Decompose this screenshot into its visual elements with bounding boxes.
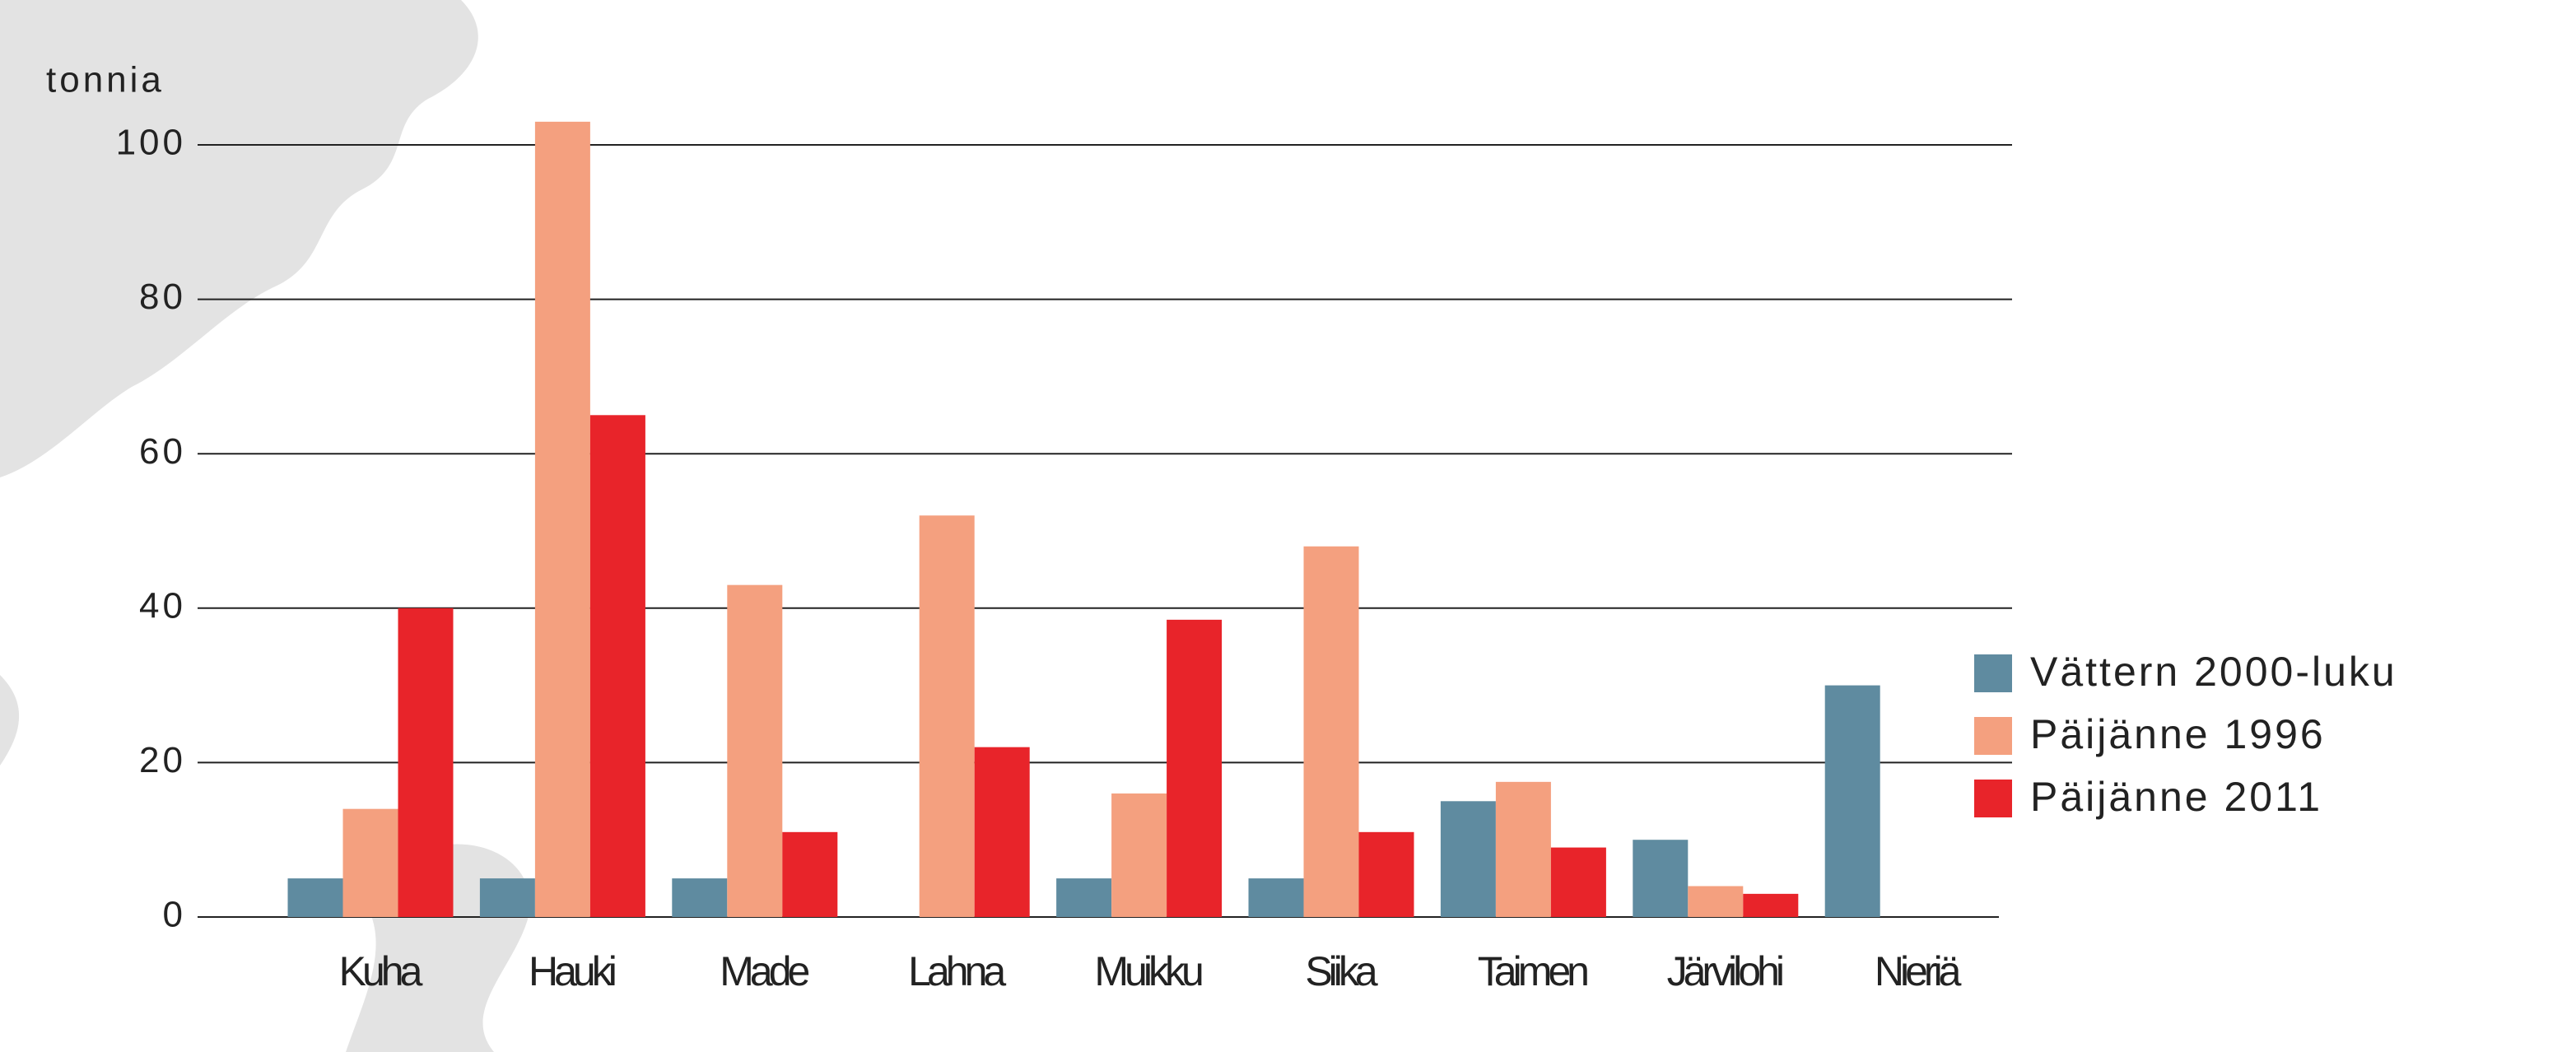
bar — [919, 515, 975, 917]
y-tick-label: 80 — [139, 277, 186, 317]
x-tick-label: Hauki — [529, 948, 615, 994]
bar — [727, 584, 783, 917]
bar — [589, 415, 645, 917]
bar — [782, 831, 838, 917]
y-tick-label: 20 — [139, 740, 186, 780]
bar — [1111, 793, 1167, 917]
x-tick-label: Taimen — [1478, 948, 1587, 994]
legend-swatch — [1974, 780, 2012, 817]
legend-swatch — [1974, 654, 2012, 692]
x-tick-label: Järvilohi — [1667, 948, 1782, 994]
bar — [534, 121, 590, 918]
bar — [974, 747, 1030, 917]
x-tick-label: Kuha — [339, 948, 423, 994]
y-tick-label: 100 — [116, 123, 186, 163]
bar — [479, 878, 535, 917]
x-tick-label: Siika — [1305, 948, 1378, 994]
y-tick-label: 0 — [163, 895, 186, 935]
bar — [1303, 546, 1359, 917]
bar — [1440, 801, 1496, 917]
bar — [342, 808, 398, 917]
legend-swatch — [1974, 717, 2012, 755]
x-tick-label: Nieriä — [1875, 948, 1962, 994]
bar — [1167, 619, 1223, 917]
bar — [1056, 878, 1112, 917]
bar — [398, 607, 454, 917]
bar — [1248, 878, 1304, 917]
legend-label: Vättern 2000-luku — [2030, 649, 2397, 695]
bar — [672, 878, 728, 917]
bar — [1743, 893, 1799, 917]
x-tick-label: Muikku — [1094, 948, 1202, 994]
legend-label: Päijänne 2011 — [2030, 774, 2322, 820]
bar — [1688, 886, 1744, 917]
y-tick-label: 60 — [139, 431, 186, 472]
bar — [1824, 685, 1880, 917]
bar — [287, 878, 343, 917]
x-tick-label: Made — [720, 948, 808, 994]
legend-label: Päijänne 1996 — [2030, 711, 2326, 757]
x-tick-label: Lahna — [908, 948, 1006, 994]
bar — [1358, 831, 1414, 917]
y-axis-label: tonnia — [46, 60, 165, 100]
bar — [1633, 840, 1689, 917]
bar — [1495, 781, 1551, 917]
bar — [1550, 847, 1606, 917]
y-tick-label: 40 — [139, 585, 186, 626]
